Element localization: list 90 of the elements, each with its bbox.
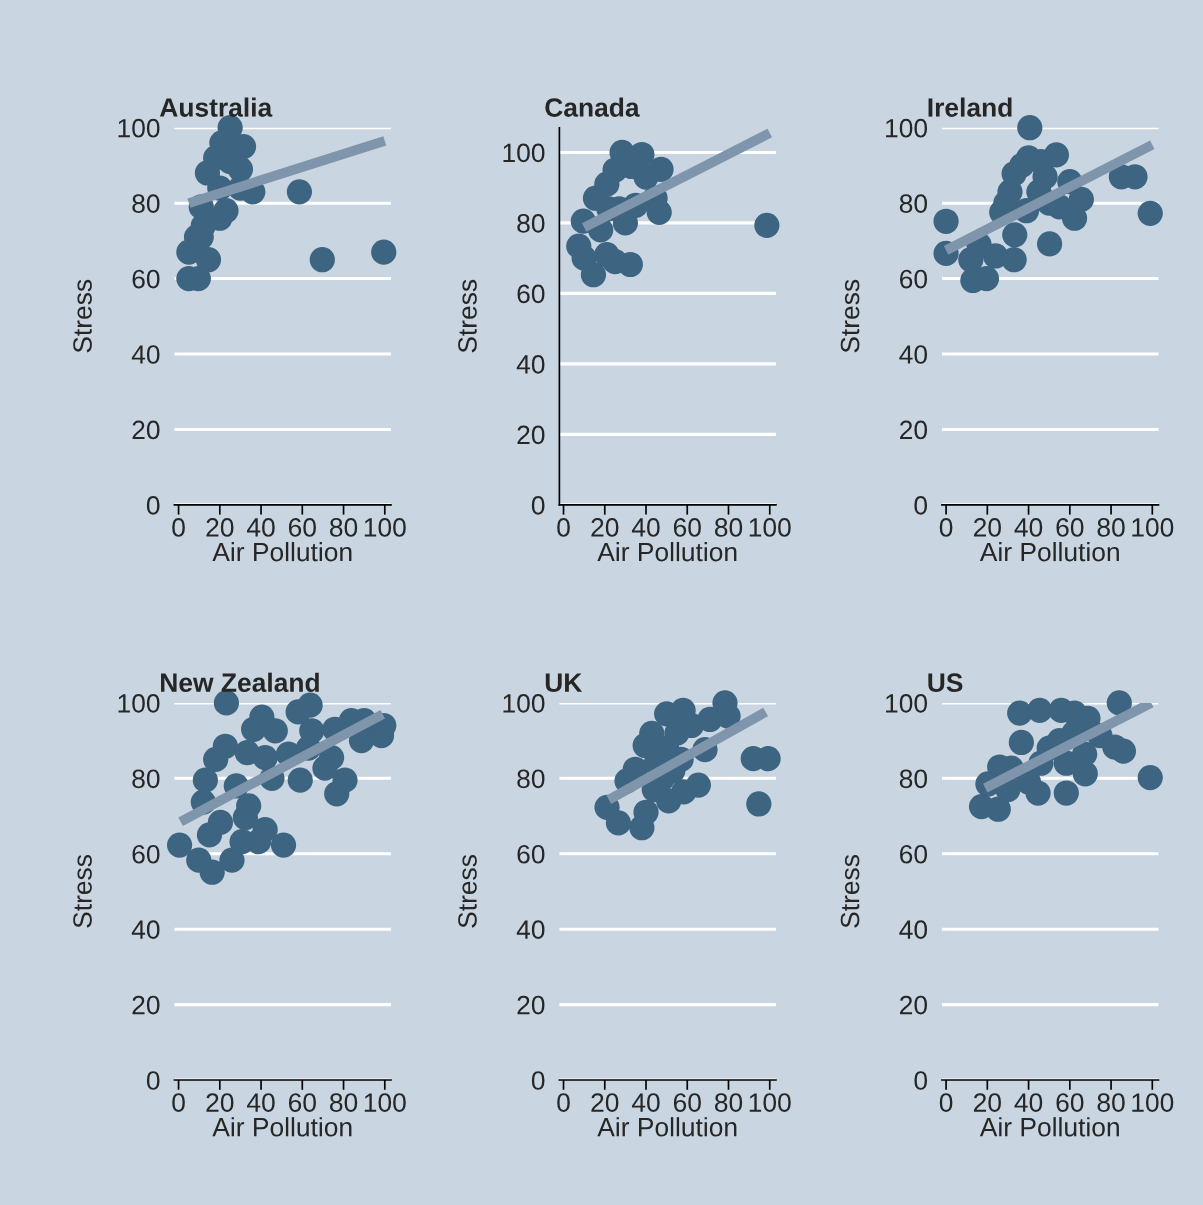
- chart-title: US: [928, 673, 963, 693]
- x-tick-label: 80: [1097, 518, 1125, 537]
- x-tick-label: 40: [246, 518, 275, 537]
- x-tick-label: 60: [1056, 1093, 1084, 1112]
- x-tick-label: 80: [1097, 1093, 1125, 1112]
- y-tick-label: 100: [503, 143, 545, 163]
- y-axis-title: Stress: [73, 855, 92, 928]
- chart-title: UK: [545, 673, 583, 693]
- x-tick-label: 40: [1014, 1093, 1043, 1112]
- x-tick-label: 100: [749, 518, 791, 537]
- y-tick-label: 80: [517, 769, 545, 789]
- x-tick-label: 20: [591, 1093, 619, 1112]
- x-axis-title: Air Pollution: [597, 1117, 737, 1137]
- chart-title: Ireland: [928, 97, 1012, 117]
- x-axis-title: Air Pollution: [597, 541, 737, 562]
- x-tick-label: 80: [714, 518, 743, 537]
- chart-title: New Zealand: [161, 672, 319, 693]
- x-tick-label: 100: [749, 1093, 791, 1112]
- x-axis-title: Air Pollution: [212, 541, 352, 562]
- y-tick-label: 80: [899, 194, 928, 213]
- x-tick-label: 20: [973, 1093, 1001, 1112]
- y-tick-label: 60: [517, 284, 545, 304]
- y-tick-label: 100: [118, 694, 160, 713]
- x-tick-label: 0: [939, 1093, 953, 1112]
- x-axis-title: Air Pollution: [979, 1117, 1119, 1137]
- x-tick-label: 80: [330, 1093, 358, 1112]
- y-tick-label: 100: [118, 118, 160, 138]
- x-axis-title: Air Pollution: [212, 1117, 352, 1137]
- y-tick-label: 80: [132, 194, 160, 213]
- x-tick-label: 0: [172, 1093, 185, 1112]
- y-tick-label: 20: [900, 420, 928, 440]
- x-tick-label: 40: [631, 1093, 660, 1112]
- y-tick-label: 20: [132, 420, 160, 440]
- x-tick-label: 60: [673, 1093, 701, 1112]
- y-axis-title: Stress: [458, 279, 477, 353]
- x-tick-label: 40: [631, 518, 660, 537]
- y-tick-label: 0: [531, 1071, 545, 1090]
- y-tick-label: 80: [517, 214, 545, 233]
- y-axis-title: Stress: [458, 855, 477, 928]
- y-tick-label: 40: [131, 920, 160, 939]
- x-tick-label: 100: [364, 518, 406, 537]
- x-tick-label: 20: [206, 518, 234, 537]
- y-tick-label: 60: [132, 269, 160, 289]
- y-tick-label: 100: [503, 694, 545, 713]
- y-axis-title: Stress: [73, 279, 92, 353]
- x-tick-label: 60: [673, 518, 701, 537]
- chart-title: Canada: [545, 97, 640, 117]
- y-tick-label: 100: [886, 694, 928, 713]
- y-tick-label: 40: [899, 345, 928, 364]
- x-tick-label: 100: [364, 1093, 406, 1112]
- y-tick-label: 0: [914, 496, 928, 515]
- y-tick-label: 40: [516, 355, 545, 374]
- x-tick-label: 0: [939, 518, 953, 537]
- y-tick-label: 100: [886, 118, 928, 138]
- x-axis-title: Air Pollution: [979, 541, 1119, 562]
- y-tick-label: 0: [914, 1071, 928, 1090]
- y-tick-label: 0: [531, 496, 545, 515]
- y-tick-label: 0: [146, 496, 160, 515]
- x-tick-label: 60: [288, 518, 316, 537]
- y-tick-label: 60: [517, 844, 545, 864]
- y-tick-label: 80: [899, 769, 928, 789]
- y-tick-label: 80: [132, 769, 160, 789]
- y-tick-label: 20: [900, 995, 928, 1015]
- y-tick-label: 20: [517, 425, 545, 445]
- y-tick-label: 0: [146, 1071, 160, 1090]
- y-tick-label: 20: [132, 995, 160, 1015]
- x-tick-label: 0: [557, 518, 570, 537]
- y-tick-label: 40: [516, 920, 545, 939]
- x-tick-label: 20: [973, 518, 1001, 537]
- chart-title: Australia: [159, 97, 273, 117]
- y-tick-label: 60: [900, 269, 928, 289]
- x-tick-label: 20: [591, 518, 619, 537]
- x-tick-label: 80: [714, 1093, 743, 1112]
- x-tick-label: 100: [1132, 518, 1174, 537]
- y-tick-label: 20: [517, 995, 545, 1015]
- x-tick-label: 20: [206, 1093, 234, 1112]
- y-axis-title: Stress: [840, 279, 860, 353]
- y-tick-label: 60: [900, 844, 928, 864]
- x-tick-label: 0: [172, 518, 185, 537]
- y-tick-label: 40: [899, 920, 928, 939]
- y-tick-label: 60: [132, 844, 160, 864]
- x-tick-label: 100: [1132, 1093, 1174, 1112]
- y-tick-label: 40: [131, 345, 160, 364]
- x-tick-label: 40: [1014, 518, 1043, 537]
- y-axis-title: Stress: [840, 855, 860, 928]
- x-tick-label: 40: [246, 1093, 275, 1112]
- x-tick-label: 60: [288, 1093, 316, 1112]
- x-tick-label: 60: [1056, 518, 1084, 537]
- x-tick-label: 0: [557, 1093, 570, 1112]
- x-tick-label: 80: [330, 518, 358, 537]
